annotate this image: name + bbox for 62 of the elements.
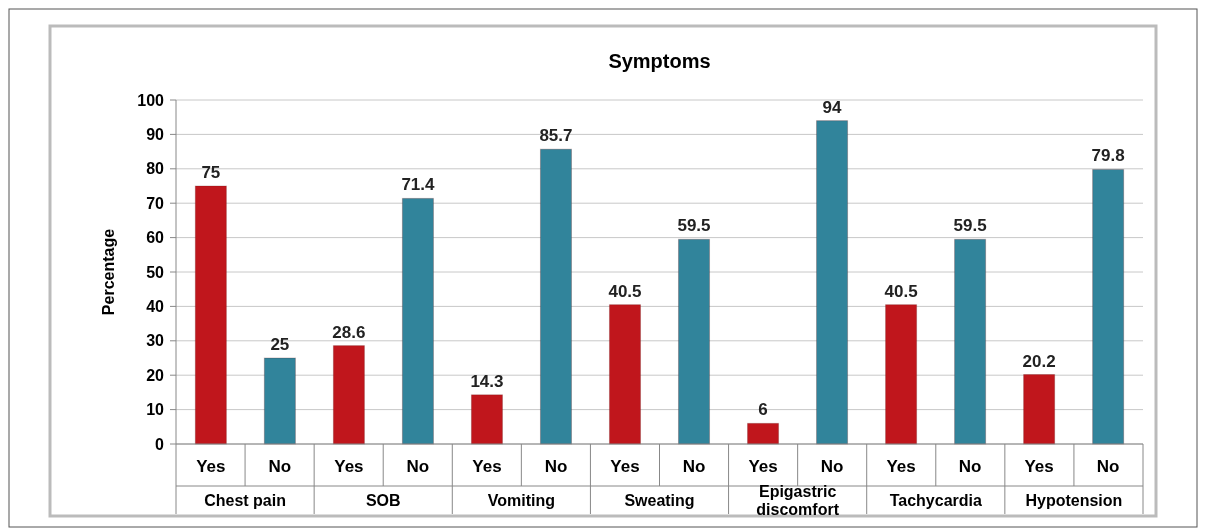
bar <box>332 345 365 445</box>
bar <box>608 304 642 445</box>
x-tick-label: No <box>268 457 292 476</box>
bar <box>194 185 227 445</box>
data-label: 40.5 <box>608 281 642 301</box>
data-label: 79.8 <box>1091 146 1125 166</box>
text: Chest pain <box>204 491 286 509</box>
x-tick-label: No <box>1096 457 1120 476</box>
data-label: 94 <box>822 97 843 117</box>
x-tick-label: No <box>820 457 844 476</box>
y-tick-label: 60 <box>146 229 165 247</box>
x-tick-label: Yes <box>610 457 640 476</box>
bar <box>816 120 849 445</box>
data-label: 85.7 <box>539 126 573 146</box>
x-tick-label: Yes <box>748 457 778 476</box>
x-tick-label: No <box>682 457 706 476</box>
text: Sweating <box>624 491 695 509</box>
y-tick-label: 0 <box>155 435 165 453</box>
x-tick-label: Yes <box>472 457 502 476</box>
data-label: 28.6 <box>332 322 366 342</box>
x-tick-label: Yes <box>886 457 916 476</box>
text: Tachycardia <box>889 491 982 509</box>
y-tick-label: 100 <box>137 91 165 109</box>
x-tick-label: No <box>406 457 430 476</box>
y-tick-label: 20 <box>146 366 165 384</box>
y-tick-label: 90 <box>146 126 165 143</box>
text: Epigastric discomfort <box>756 482 840 518</box>
text: Vomiting <box>487 491 555 509</box>
y-tick-label: 10 <box>146 401 165 419</box>
bar <box>954 238 987 445</box>
text: SOB <box>365 491 401 509</box>
y-tick-label: 80 <box>146 160 165 178</box>
chart-title: Symptoms <box>608 50 711 72</box>
data-label: 75 <box>201 163 221 182</box>
bar <box>539 148 572 445</box>
x-tick-label: No <box>958 457 982 476</box>
data-label: 20.2 <box>1022 351 1056 371</box>
bar <box>885 304 918 445</box>
data-label: 59.5 <box>953 216 987 236</box>
data-label: 25 <box>270 335 290 354</box>
bar <box>677 238 711 445</box>
data-label: 40.5 <box>884 281 918 301</box>
x-tick-label: Yes <box>196 457 226 476</box>
x-tick-label: No <box>544 457 568 476</box>
bar <box>263 357 296 445</box>
text: Hypotension <box>1025 491 1123 509</box>
x-tick-label: Yes <box>1024 457 1054 476</box>
bar <box>1092 168 1125 445</box>
data-label: 59.5 <box>677 216 711 236</box>
data-label: 6 <box>758 400 768 420</box>
x-tick-label: Yes <box>334 457 364 476</box>
y-tick-label: 70 <box>146 194 165 212</box>
y-tick-label: 30 <box>146 332 165 350</box>
bar <box>470 394 503 445</box>
bar <box>1023 374 1056 445</box>
y-tick-label: 40 <box>146 298 165 315</box>
y-tick-label: 50 <box>146 263 165 281</box>
bar <box>747 422 780 445</box>
bar <box>401 197 434 445</box>
data-label: 14.3 <box>470 371 504 391</box>
y-axis-title: Percentage <box>100 228 117 316</box>
data-label: 71.4 <box>401 175 436 195</box>
